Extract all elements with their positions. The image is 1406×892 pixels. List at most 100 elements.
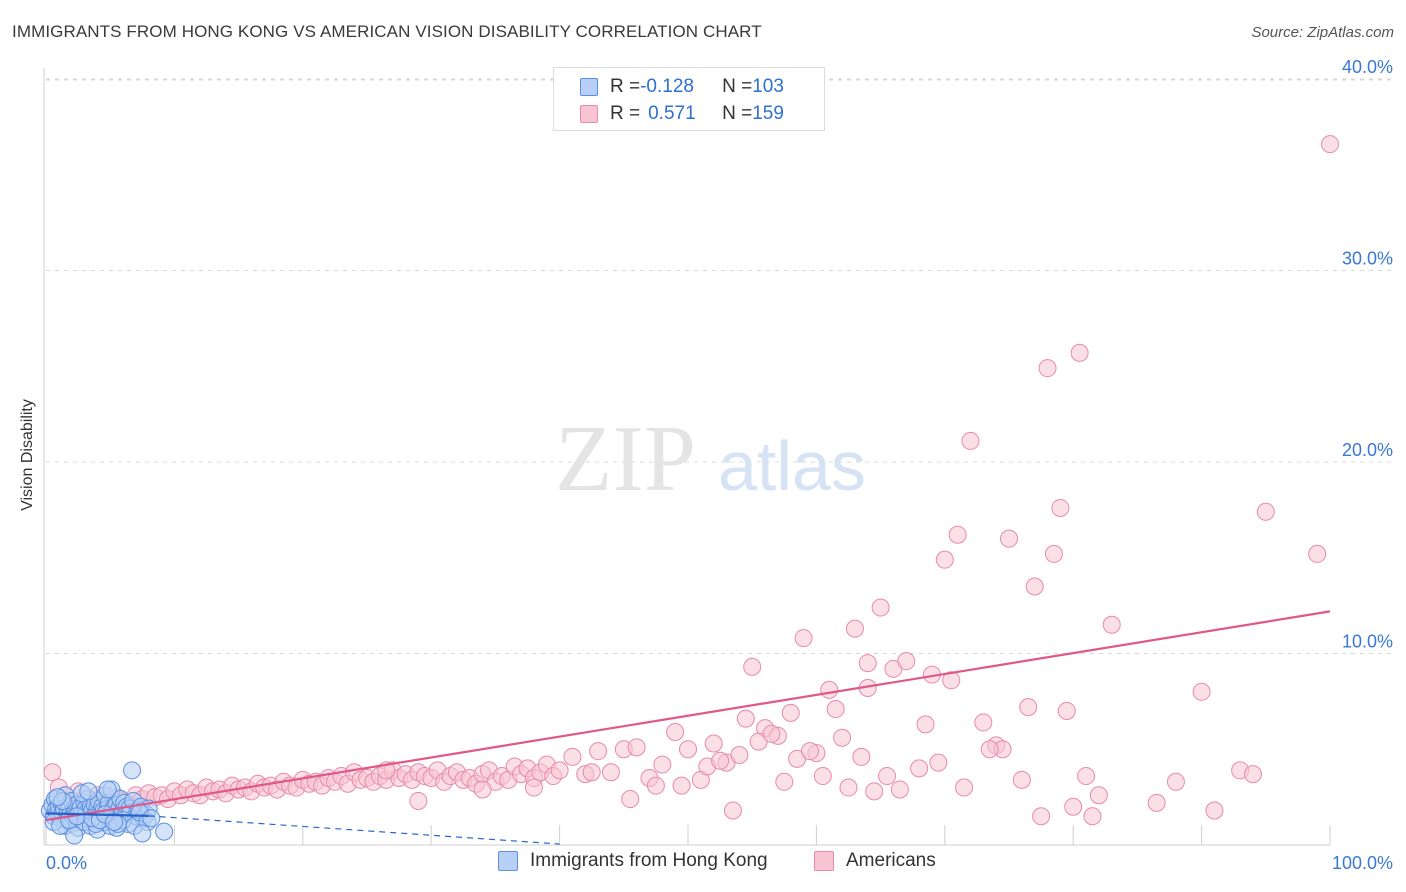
americans-point	[1321, 135, 1339, 154]
americans-point	[1000, 529, 1018, 548]
americans-point	[723, 801, 742, 820]
americans-point	[1070, 343, 1089, 362]
americans-point	[1102, 615, 1121, 634]
americans-point	[1192, 682, 1211, 701]
series-label-hong-kong: Immigrants from Hong Kong	[530, 850, 768, 871]
americans-point	[1025, 577, 1044, 596]
americans-point	[736, 709, 755, 728]
americans-point	[858, 654, 877, 673]
americans-point	[813, 767, 832, 786]
americans-point	[1019, 698, 1038, 717]
americans-point	[563, 747, 582, 766]
legend-swatch-blue	[580, 78, 598, 96]
series-legend: Immigrants from Hong Kong Americans	[0, 850, 1406, 878]
watermark-zip: ZIP	[555, 407, 696, 511]
americans-point	[43, 763, 62, 782]
y-tick-label: 20.0%	[1342, 440, 1393, 460]
americans-point	[826, 700, 845, 719]
americans-point	[582, 763, 601, 782]
americans-point	[653, 755, 672, 774]
americans-point	[666, 723, 685, 742]
americans-point	[980, 740, 999, 759]
hong-kong-point	[133, 824, 152, 843]
series-legend-hong-kong[interactable]: Immigrants from Hong Kong	[498, 850, 768, 872]
americans-point	[781, 703, 800, 722]
gridlines	[46, 78, 1392, 654]
x-tick-label: 0.0%	[46, 853, 87, 873]
americans-point	[935, 550, 954, 569]
hong-kong-point	[48, 788, 67, 807]
americans-point	[762, 724, 781, 743]
source-label: Source: ZipAtlas.com	[1251, 24, 1394, 41]
americans-point	[1205, 801, 1224, 820]
americans-point	[1089, 786, 1108, 805]
americans-point	[1166, 772, 1185, 791]
americans-point	[865, 782, 884, 801]
americans-point	[1051, 498, 1070, 517]
trend-lines	[45, 610, 1331, 845]
americans-point	[800, 742, 819, 761]
americans-point	[1057, 701, 1076, 720]
americans-point	[1308, 544, 1327, 563]
americans-point	[845, 619, 864, 638]
legend-r-value: -0.128	[640, 76, 694, 97]
americans-point	[852, 747, 871, 766]
americans-point	[1083, 807, 1102, 826]
watermark: ZIP atlas	[555, 407, 866, 511]
series-legend-americans[interactable]: Americans	[814, 850, 936, 872]
legend-r-label: R =	[610, 76, 641, 97]
americans-point	[794, 629, 813, 648]
hong-kong-point	[79, 782, 98, 801]
americans-point	[897, 652, 916, 671]
legend-swatch-pink	[580, 105, 598, 123]
americans-point	[621, 790, 640, 809]
americans-point	[1147, 793, 1166, 812]
legend-n-label: N =	[722, 103, 753, 124]
americans-point	[942, 671, 961, 690]
americans-point	[955, 778, 974, 797]
americans-point	[878, 767, 897, 786]
americans-point	[839, 778, 858, 797]
americans-point	[1038, 359, 1057, 378]
americans-point	[550, 761, 569, 780]
americans-point	[1044, 544, 1063, 563]
legend-row-americans: R = 0.571 N = 159	[554, 101, 784, 127]
americans-point	[627, 738, 646, 757]
hong-kong-trend-extension	[148, 815, 560, 845]
americans-point	[820, 680, 839, 699]
americans-point	[1064, 797, 1083, 816]
legend-r-label: R =	[610, 103, 641, 124]
americans-point	[948, 525, 967, 544]
americans-point	[672, 776, 691, 795]
americans-point	[646, 776, 665, 795]
americans-point	[890, 780, 909, 799]
americans-point	[1256, 502, 1275, 521]
americans-point	[916, 715, 935, 734]
americans-point	[704, 734, 723, 753]
axes	[43, 68, 1331, 846]
correlation-legend: R = -0.128 N = 103 R = 0.571 N = 159	[553, 67, 825, 131]
hong-kong-point	[105, 813, 124, 832]
legend-r-value: 0.571	[648, 103, 696, 124]
americans-point	[775, 772, 794, 791]
americans-point	[1012, 770, 1031, 789]
y-tick-label: 30.0%	[1342, 249, 1393, 269]
americans-point	[589, 742, 608, 761]
legend-row-hong-kong: R = -0.128 N = 103	[554, 74, 784, 100]
americans-point	[473, 780, 492, 799]
americans-point	[711, 751, 730, 770]
americans-trend-line	[45, 610, 1331, 822]
americans-point	[974, 713, 993, 732]
americans-point	[1032, 807, 1051, 826]
legend-n-value: 159	[752, 103, 784, 124]
x-tick-label: 100.0%	[1332, 853, 1393, 873]
americans-point	[910, 759, 929, 778]
hong-kong-trend-line	[45, 812, 149, 817]
americans-point	[1077, 767, 1096, 786]
americans-point	[871, 598, 890, 617]
americans-point	[929, 753, 948, 772]
hong-kong-point	[155, 822, 174, 841]
americans-point	[409, 791, 428, 810]
legend-n-label: N =	[722, 76, 753, 97]
